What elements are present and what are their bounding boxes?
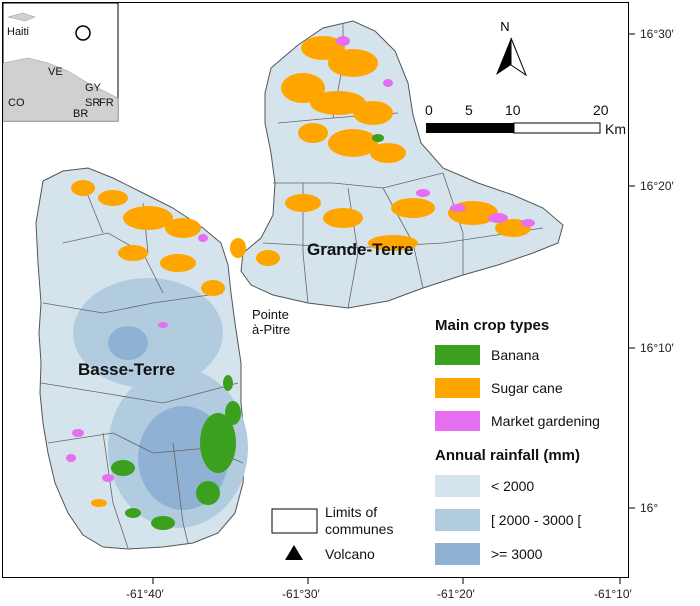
legend-label-volcano: Volcano — [325, 546, 375, 562]
map-frame: Grande-Terre Basse-Terre Pointe à-Pitre … — [2, 2, 629, 578]
rainfall-legend: Annual rainfall (mm) < 2000 [ 2000 - 300… — [435, 447, 581, 565]
inset-label-fr: FR — [99, 97, 114, 109]
legend-label-communes-1: Limits of — [325, 504, 377, 520]
grande-terre-label: Grande-Terre — [307, 240, 413, 259]
market-gardening-patches — [66, 36, 535, 482]
map-canvas: Grande-Terre Basse-Terre Pointe à-Pitre … — [3, 3, 626, 565]
inset-label-haiti: Haiti — [7, 26, 29, 38]
boundary-legend: Limits of communes Volcano — [271, 504, 393, 562]
legend-swatch-market-gardening — [435, 411, 480, 431]
crop-legend-title: Main crop types — [435, 317, 549, 334]
inset-guadeloupe-marker — [75, 25, 91, 41]
inset-label-co: CO — [8, 97, 25, 109]
rainfall-zone-mid — [73, 278, 223, 388]
lon-tick-label: -61°10′ — [594, 587, 632, 601]
lon-tick-label: -61°40′ — [126, 587, 164, 601]
pointe-a-pitre-label-2: à-Pitre — [252, 322, 290, 337]
crop-legend: Main crop types Banana Sugar cane Market… — [435, 317, 600, 431]
lon-tick-label: -61°20′ — [437, 587, 475, 601]
inset-label-gy: GY — [85, 82, 102, 94]
legend-label-market-gardening: Market gardening — [491, 413, 600, 429]
legend-label-rain-high: >= 3000 — [491, 546, 543, 562]
lat-tick-label: 16° — [640, 501, 658, 515]
legend-label-sugar-cane: Sugar cane — [491, 380, 563, 396]
volcano-icon — [285, 545, 303, 560]
scale-tick-label: 10 — [505, 102, 521, 118]
basse-terre-label: Basse-Terre — [78, 360, 175, 379]
scale-tick-label: 0 — [425, 102, 433, 118]
pointe-a-pitre-label-1: Pointe — [252, 307, 289, 322]
scale-unit-label: Km — [605, 121, 626, 137]
banana-patches — [111, 134, 384, 530]
scale-tick-label: 5 — [465, 102, 473, 118]
lat-tick-label: 16°20′ — [640, 179, 674, 193]
lat-tick-label: 16°30′ — [640, 27, 674, 41]
lat-tick-label: 16°10′ — [640, 341, 674, 355]
legend-swatch-banana — [435, 345, 480, 365]
inset-label-br: BR — [73, 108, 88, 120]
legend-swatch-communes — [271, 508, 318, 534]
legend-label-rain-mid: [ 2000 - 3000 [ — [491, 512, 581, 528]
inset-map: Haiti VE GY SR FR CO BR — [3, 3, 119, 122]
legend-label-communes-2: communes — [325, 521, 393, 537]
legend-swatch-rain-high — [435, 543, 480, 565]
scale-tick-label: 20 — [593, 102, 609, 118]
legend-swatch-rain-mid — [435, 509, 480, 531]
scale-bar: 0 5 10 20 Km — [425, 102, 626, 137]
inset-label-ve: VE — [48, 66, 63, 78]
north-label: N — [500, 19, 509, 34]
rainfall-zone-high — [108, 326, 148, 360]
lon-tick-label: -61°30′ — [282, 587, 320, 601]
legend-swatch-sugar-cane — [435, 378, 480, 398]
rainfall-legend-title: Annual rainfall (mm) — [435, 447, 580, 464]
legend-label-banana: Banana — [491, 347, 539, 363]
legend-swatch-rain-low — [435, 475, 480, 497]
inset-label-sr: SR — [85, 97, 100, 109]
legend-label-rain-low: < 2000 — [491, 478, 534, 494]
north-arrow-icon: N — [496, 19, 528, 77]
